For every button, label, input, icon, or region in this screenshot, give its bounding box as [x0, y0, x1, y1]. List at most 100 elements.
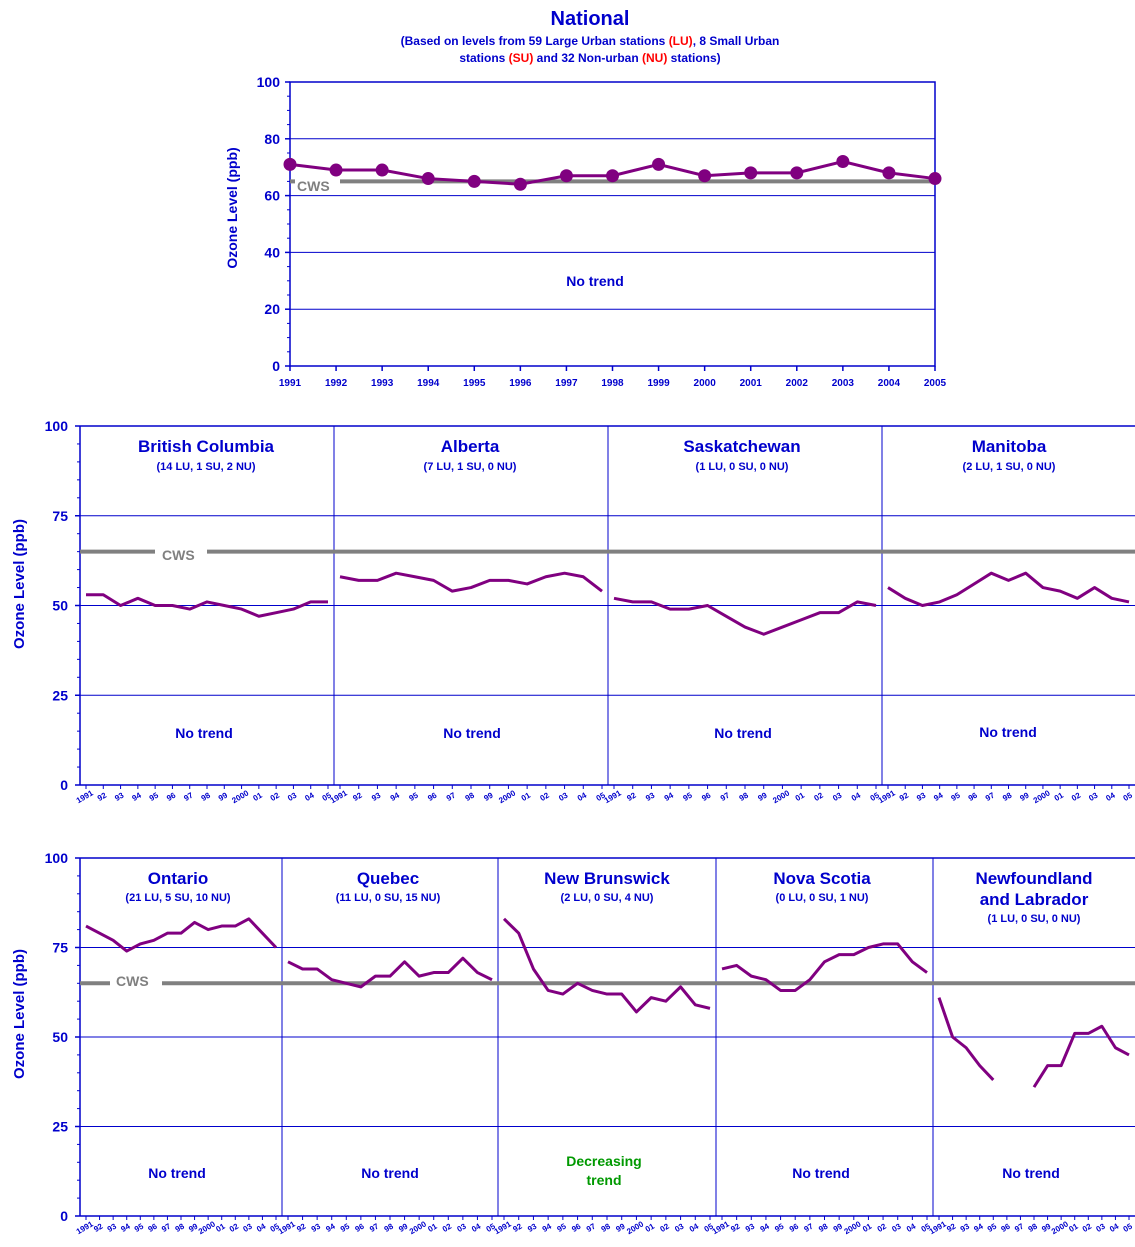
- east-x-tick-label: 95: [339, 1221, 352, 1234]
- panel-trend-new-brunswick-line-1: Decreasing: [566, 1153, 641, 1169]
- west-x-tick-label: 02: [1070, 790, 1083, 803]
- panel-title-saskatchewan: Saskatchewan: [683, 437, 800, 456]
- west-x-tick-label: 03: [831, 790, 844, 803]
- east-series-line-new-brunswick: [502, 917, 711, 1014]
- east-x-tick-label: 2000: [625, 1219, 645, 1236]
- west-x-tick-label: 92: [96, 790, 109, 803]
- east-y-tick-label: 0: [60, 1208, 68, 1224]
- east-x-tick-label: 95: [986, 1221, 999, 1234]
- western-y-axis-label: Ozone Level (ppb): [11, 519, 28, 649]
- west-x-tick-label: 96: [700, 790, 713, 803]
- national-gridlines: [290, 138, 935, 310]
- east-x-tick-label: 03: [1095, 1221, 1108, 1234]
- west-x-tick-label: 95: [950, 790, 963, 803]
- national-x-tick-label: 1991: [279, 378, 302, 389]
- panel-stations-saskatchewan: (1 LU, 0 SU, 0 NU): [696, 461, 789, 473]
- panel-stations-newfoundland: (1 LU, 0 SU, 0 NU): [988, 913, 1081, 925]
- west-x-tick-label: 04: [576, 790, 589, 803]
- east-y-tick-label: 100: [45, 850, 69, 866]
- national-plot-frame: [289, 81, 936, 367]
- east-x-tick-label: 98: [174, 1221, 187, 1234]
- east-x-tick-label: 93: [106, 1221, 119, 1234]
- east-x-tick-label: 96: [1000, 1221, 1013, 1234]
- east-x-tick-label: 95: [556, 1221, 569, 1234]
- panel-stations-nova-scotia: (0 LU, 0 SU, 1 NU): [776, 892, 869, 904]
- national-x-tick-label: 1997: [555, 378, 578, 389]
- national-subtitle-line-2: stations (SU) and 32 Non-urban (NU) stat…: [459, 51, 720, 65]
- west-series-line-saskatchewan: [613, 596, 877, 636]
- national-x-tick-label: 1992: [325, 378, 348, 389]
- west-x-tick-label: 94: [131, 790, 144, 803]
- eastern-cws-label-bg: [110, 970, 162, 990]
- panel-trend-quebec: No trend: [361, 1165, 419, 1181]
- west-x-tick-label: 02: [269, 790, 282, 803]
- western-series: [86, 571, 1130, 636]
- east-x-tick-label: 98: [600, 1221, 613, 1234]
- west-x-tick-label: 98: [464, 790, 477, 803]
- west-y-tick-label: 50: [52, 598, 68, 614]
- east-x-tick-label: 95: [133, 1221, 146, 1234]
- national-y-tick-label: 100: [257, 74, 281, 90]
- east-x-tick-label: 94: [324, 1221, 337, 1234]
- national-data-point: [559, 169, 573, 183]
- east-x-tick-label: 96: [788, 1221, 801, 1234]
- eastern-cws-label: CWS: [116, 973, 149, 989]
- eastern-gridlines: [80, 947, 1135, 1127]
- national-trend-label: No trend: [566, 273, 624, 289]
- national-data-point: [882, 166, 896, 180]
- west-series-line-british-columbia: [86, 593, 328, 618]
- national-data-point: [283, 157, 297, 171]
- east-y-tick-label: 75: [52, 940, 68, 956]
- west-x-tick-label: 01: [794, 790, 807, 803]
- east-y-tick-label: 25: [52, 1119, 68, 1135]
- west-x-tick-label: 93: [915, 790, 928, 803]
- national-data-point: [744, 166, 758, 180]
- west-x-tick-label: 2000: [497, 788, 517, 805]
- east-series-line-quebec: [287, 956, 493, 989]
- west-x-tick-label: 95: [408, 790, 421, 803]
- west-x-tick-label: 1991: [877, 788, 897, 805]
- panel-title-british-columbia: British Columbia: [138, 437, 275, 456]
- east-x-tick-label: 04: [1108, 1221, 1121, 1234]
- east-y-tick-label: 50: [52, 1029, 68, 1045]
- west-x-tick-label: 1991: [329, 788, 349, 805]
- west-x-tick-label: 93: [644, 790, 657, 803]
- west-x-tick-label: 92: [625, 790, 638, 803]
- east-x-tick-label: 94: [759, 1221, 772, 1234]
- west-x-tick-label: 03: [557, 790, 570, 803]
- national-x-tick-label: 2001: [740, 378, 763, 389]
- national-title: National: [551, 8, 630, 30]
- national-axis-ticks: 0 20 40 60 80 100 1991 1992 1993 1994 1995 1996 1997…: [257, 74, 947, 389]
- east-x-tick-label: 92: [511, 1221, 524, 1234]
- east-x-tick-label: 1991: [493, 1219, 513, 1236]
- west-x-tick-label: 01: [520, 790, 533, 803]
- west-y-tick-label: 0: [60, 777, 68, 793]
- eastern-plot-frame: [79, 857, 1135, 1217]
- panel-stations-alberta: (7 LU, 1 SU, 0 NU): [424, 461, 517, 473]
- west-series-line-manitoba: [887, 571, 1130, 607]
- east-x-tick-label: 2000: [843, 1219, 863, 1236]
- west-x-tick-label: 03: [286, 790, 299, 803]
- east-x-tick-label: 1991: [277, 1219, 297, 1236]
- west-x-tick-label: 99: [217, 790, 230, 803]
- east-series-line-newfoundland-and-labrador: [937, 997, 995, 1081]
- west-x-tick-label: 02: [813, 790, 826, 803]
- panel-title-new-brunswick: New Brunswick: [544, 869, 670, 888]
- west-x-tick-label: 01: [1053, 790, 1066, 803]
- panel-stations-british-columbia: (14 LU, 1 SU, 2 NU): [156, 461, 255, 473]
- national-data-point: [375, 163, 389, 177]
- east-x-tick-label: 98: [383, 1221, 396, 1234]
- panel-trend-manitoba: No trend: [979, 724, 1037, 740]
- panel-stations-manitoba: (2 LU, 1 SU, 0 NU): [963, 461, 1056, 473]
- national-series-points: [283, 155, 942, 191]
- west-x-tick-label: 97: [984, 790, 997, 803]
- national-x-tick-label: 2000: [694, 378, 717, 389]
- national-data-point: [329, 163, 343, 177]
- east-x-tick-label: 94: [541, 1221, 554, 1234]
- national-x-tick-label: 2005: [924, 378, 947, 389]
- east-x-tick-label: 93: [744, 1221, 757, 1234]
- national-chart: 0 20 40 60 80 100 1991 1992 1993 1994 1995 1996 1997…: [224, 74, 947, 389]
- east-series-line-ontario: [85, 917, 278, 953]
